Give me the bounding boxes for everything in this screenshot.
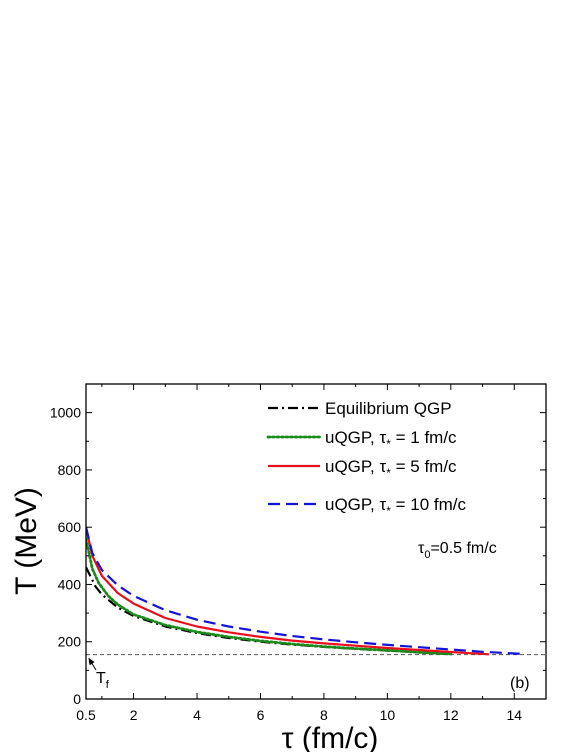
tf-subscript: f xyxy=(106,679,110,691)
x-tick-label: 0.5 xyxy=(76,707,96,723)
panel-label: (b) xyxy=(510,675,530,692)
x-tick-label: 2 xyxy=(130,707,138,723)
tau0-subscript: 0 xyxy=(424,549,430,561)
plot-lines xyxy=(86,526,546,656)
legend-suffix: = 10 fm/c xyxy=(391,495,467,514)
series-line-1 xyxy=(86,537,453,656)
tau0-annotation: τ0=0.5 fm/c xyxy=(418,540,497,561)
plot-frame xyxy=(85,383,547,700)
y-tick-label: 400 xyxy=(58,576,82,592)
legend-label-1: uQGP, τ* = 1 fm/c xyxy=(325,428,457,451)
series-line-0 xyxy=(86,566,445,655)
y-tick-label: 1000 xyxy=(50,405,81,421)
legend-name: uQGP, τ xyxy=(325,495,386,514)
legend-suffix: = 1 fm/c xyxy=(391,428,457,447)
series-line-2 xyxy=(86,526,489,656)
tau0-rest: =0.5 fm/c xyxy=(430,540,496,557)
tf-symbol: T xyxy=(96,670,106,687)
x-tick-label: 12 xyxy=(443,707,459,723)
x-tick-label: 10 xyxy=(380,707,396,723)
legend-label-3: uQGP, τ* = 10 fm/c xyxy=(325,495,467,518)
y-tick-label: 0 xyxy=(73,691,81,707)
legend-subscript: * xyxy=(386,466,391,480)
legend-subscript: * xyxy=(386,504,391,518)
y-tick-label: 200 xyxy=(58,634,82,650)
x-tick-label: 4 xyxy=(193,707,201,723)
legend-subscript: * xyxy=(386,437,391,451)
legend-suffix: = 5 fm/c xyxy=(391,457,457,476)
legend-name: uQGP, τ xyxy=(325,428,386,447)
y-tick-label: 800 xyxy=(58,462,82,478)
y-axis-title: T (MeV) xyxy=(10,487,43,595)
x-tick-label: 8 xyxy=(320,707,328,723)
series-line-3 xyxy=(86,526,524,656)
x-axis: 0.5 2 4 6 8 10 12 14 xyxy=(76,384,547,723)
tau0-symbol: τ xyxy=(418,540,425,557)
x-tick-label: 14 xyxy=(506,707,522,723)
y-axis: 0 200 400 600 800 1000 xyxy=(50,405,546,707)
legend-name: uQGP, τ xyxy=(325,457,386,476)
legend-label-0: Equilibrium QGP xyxy=(325,399,452,418)
x-tick-label: 6 xyxy=(257,707,265,723)
legend-name: Equilibrium QGP xyxy=(325,399,452,418)
tf-arrow xyxy=(88,657,97,671)
y-tick-label: 600 xyxy=(58,519,82,535)
x-axis-title: τ (fm/c) xyxy=(282,722,379,752)
legend-label-2: uQGP, τ* = 5 fm/c xyxy=(325,457,457,480)
tf-label: Tf xyxy=(96,670,110,691)
